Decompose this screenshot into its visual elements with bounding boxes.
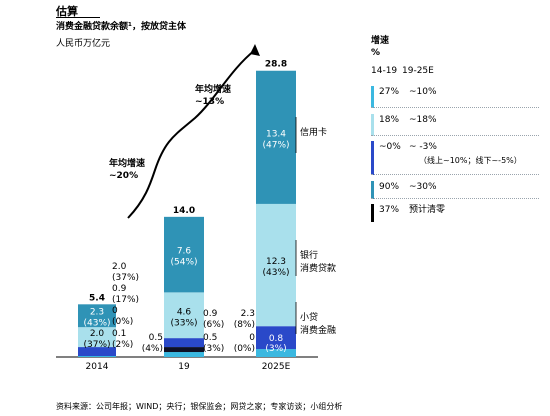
annotation-value-2014-19: ~20%	[109, 171, 138, 181]
bar-value-label-credit_card-2025E: 13.4	[266, 129, 286, 139]
legend-sublabel-bank: 消费贷款	[300, 262, 336, 274]
x-tick-label-2025E: 2025E	[262, 362, 291, 372]
growth-value-19-25e: ~30%	[409, 182, 437, 192]
side-value-19-right-1: 0.5	[203, 333, 217, 343]
source-note: 资料来源：公司年报；WIND；央行；银保监会；网贷之家；专家访谈；小组分析	[56, 402, 343, 411]
bar-value-label-bank-19: 4.6	[177, 307, 192, 317]
x-tick-label-2014: 2014	[86, 362, 109, 372]
growth-col-19-25e: 19-25E	[402, 66, 434, 76]
legend-label-bank: 银行	[300, 249, 318, 261]
bar-share-label-bank-2025E: (43%)	[262, 268, 289, 278]
bar-share-label-bank-19: (33%)	[170, 318, 197, 328]
growth-header-unit: %	[371, 48, 381, 58]
growth-row-note: （线上~10%；线下~-5%）	[419, 156, 522, 165]
growth-row-swatch-bank	[371, 114, 374, 136]
growth-value-19-25e: ~ -3%	[409, 142, 437, 152]
growth-value-19-25e: ~10%	[409, 87, 437, 97]
bar-segment-p2p-19	[164, 347, 204, 353]
bar-segment-bank-2014	[78, 327, 116, 348]
growth-row-microloan: ~0% ~ -3% （线上~10%；线下~-5%）	[371, 141, 539, 175]
bar-segment-microloan-19	[164, 338, 204, 348]
side-share-19-right-1: (3%)	[203, 344, 224, 354]
growth-table-header: 增速 %	[371, 35, 389, 59]
growth-value-14-19: 27%	[379, 87, 400, 97]
bar-segment-bank-19	[164, 292, 204, 339]
side-value-2014-1: 0.9	[112, 284, 127, 294]
bar-segment-other-2025E	[256, 349, 296, 357]
growth-value-14-19: ~0%	[379, 142, 401, 152]
side-value-2014-2: 0	[112, 306, 118, 316]
growth-trend-arrowhead	[250, 44, 260, 56]
side-share-19-right-0: (6%)	[203, 320, 224, 330]
side-value-19-left: 0.5	[149, 333, 163, 343]
annotation-value-19-25: ~13%	[195, 97, 224, 107]
legend-label-credit_card: 信用卡	[300, 126, 327, 138]
side-share-2025E-left-0: (8%)	[234, 320, 255, 330]
side-value-19-right-0: 0.9	[203, 309, 218, 319]
legend-sublabel-microloan: 消费金融	[300, 324, 336, 336]
x-tick-label-19: 19	[178, 362, 190, 372]
bar-segment-microloan-2014	[78, 347, 116, 357]
bar-share-label-credit_card-2014: (43%)	[83, 319, 110, 329]
growth-row-swatch-microloan	[371, 141, 374, 175]
growth-value-14-19: 90%	[379, 182, 400, 192]
growth-row-swatch-other	[371, 86, 374, 108]
bar-share-label-bank-2014: (37%)	[83, 340, 110, 350]
bar-total-label-2014: 5.4	[89, 293, 105, 303]
bar-total-label-19: 14.0	[173, 206, 195, 216]
side-value-2025E-left-0: 2.3	[241, 309, 255, 319]
growth-column-headers: 14-19 19-25E	[371, 66, 434, 76]
chart-title: 消费金融贷款余额¹，按放贷主体	[56, 22, 186, 32]
annotation-label-19-25: 年均增速	[195, 83, 231, 95]
header-underline	[56, 17, 100, 18]
growth-value-19-25e: ~18%	[409, 115, 437, 125]
growth-row-divider	[371, 174, 539, 175]
growth-row-swatch-credit_card	[371, 181, 374, 199]
bar-value-label-credit_card-2014: 2.3	[90, 308, 104, 318]
growth-row-swatch-clear	[371, 204, 374, 222]
growth-col-14-19: 14-19	[371, 66, 398, 76]
growth-row-divider	[371, 198, 539, 199]
growth-row-divider	[371, 107, 539, 108]
side-share-2014-3: (2%)	[112, 340, 133, 350]
side-share-2014-0: (37%)	[112, 273, 139, 283]
bar-share-label-microloan-2025E: (3%)	[265, 344, 286, 354]
bar-segment-credit_card-19	[164, 216, 204, 293]
growth-value-14-19: 18%	[379, 115, 400, 125]
bar-segment-microloan-2025E	[256, 326, 296, 350]
bar-segment-bank-2025E	[256, 203, 296, 327]
growth-row-clear: 37% 预计清零	[371, 204, 539, 222]
bar-share-label-credit_card-19: (54%)	[170, 258, 197, 268]
side-share-2014-1: (17%)	[112, 295, 139, 305]
side-share-2025E-left-1: (0%)	[234, 344, 255, 354]
page-header-title: 估算	[56, 5, 78, 18]
annotation-label-2014-19: 年均增速	[109, 157, 145, 169]
growth-row-bank: 18% ~18%	[371, 114, 539, 136]
growth-row-credit_card: 90% ~30%	[371, 181, 539, 199]
bar-share-label-credit_card-2025E: (47%)	[262, 140, 289, 150]
side-value-2025E-left-1: 0	[249, 333, 255, 343]
growth-header-title: 增速	[371, 36, 390, 46]
bar-value-label-microloan-2025E: 0.8	[269, 334, 284, 344]
growth-value-14-19: 37%	[379, 205, 400, 215]
growth-value-19-25e: 预计清零	[409, 205, 446, 215]
growth-row-other: 27% ~10%	[371, 86, 539, 108]
growth-trend-arrow	[127, 49, 256, 219]
bar-segment-other-19	[164, 352, 204, 357]
bar-value-label-bank-2025E: 12.3	[266, 257, 286, 267]
bar-value-label-credit_card-19: 7.6	[177, 247, 192, 257]
legend-label-microloan: 小贷	[300, 311, 318, 323]
side-share-19-left: (4%)	[142, 344, 163, 354]
bar-segment-credit_card-2014	[78, 304, 116, 328]
bar-value-label-bank-2014: 2.0	[90, 329, 105, 339]
side-value-2014-0: 2.0	[112, 262, 127, 272]
bar-total-label-2025E: 28.8	[265, 60, 287, 70]
growth-row-divider	[371, 135, 539, 136]
side-share-2014-2: (0%)	[112, 317, 133, 327]
unit-label: 人民币万亿元	[56, 39, 111, 49]
bar-segment-credit_card-2025E	[256, 70, 296, 204]
side-value-2014-3: 0.1	[112, 329, 126, 339]
